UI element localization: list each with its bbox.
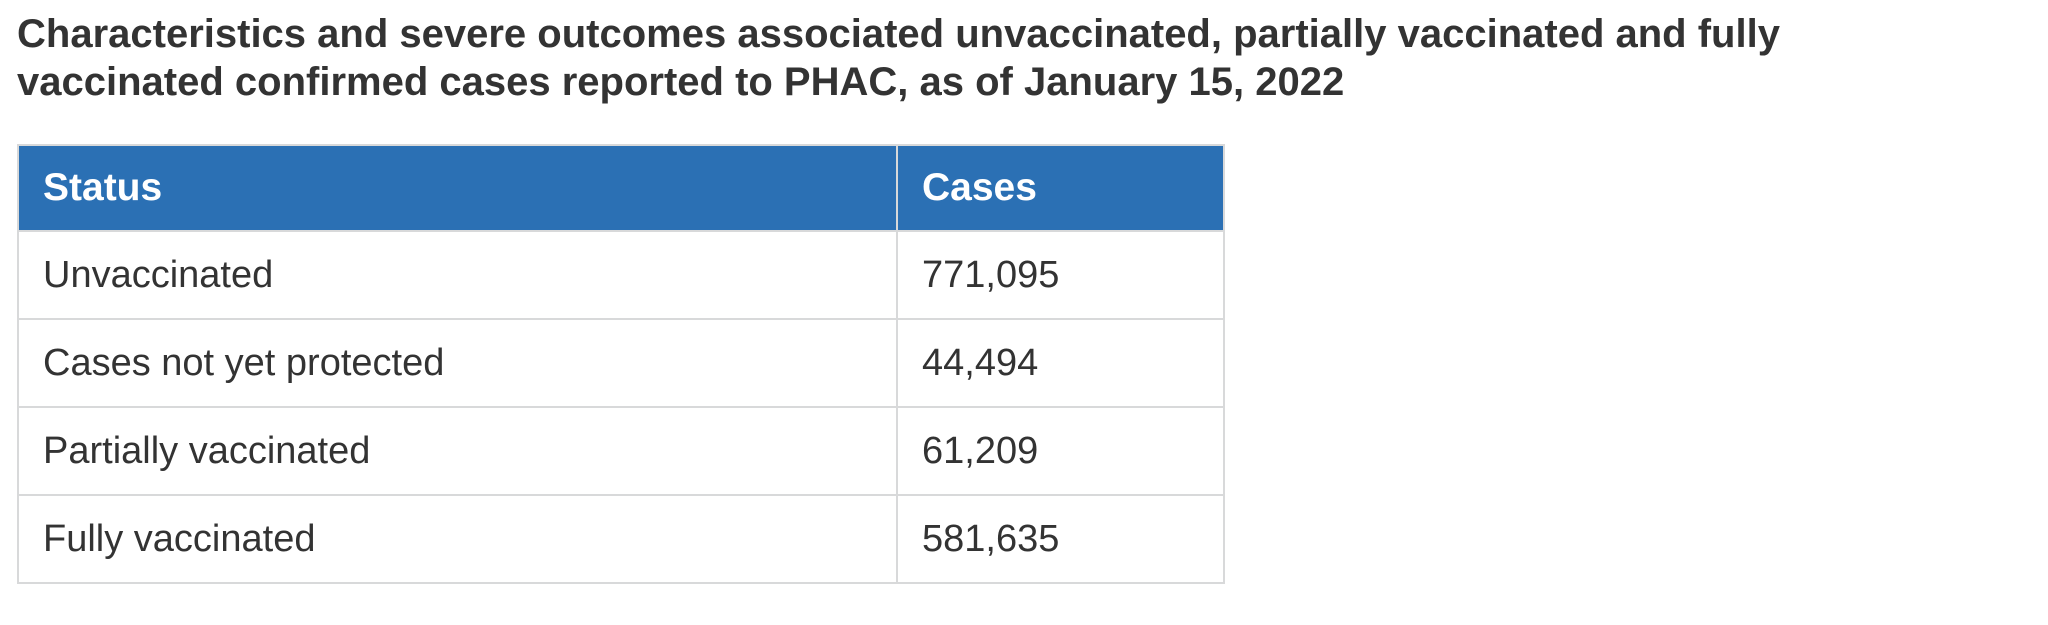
cell-status: Partially vaccinated	[17, 406, 898, 496]
table-row: Unvaccinated 771,095	[17, 230, 1225, 320]
page-title-line-1: Characteristics and severe outcomes asso…	[17, 12, 1780, 56]
page-title: Characteristics and severe outcomes asso…	[17, 10, 2030, 106]
table-row: Fully vaccinated 581,635	[17, 494, 1225, 584]
table-header-row: Status Cases	[17, 144, 1225, 232]
cell-status: Fully vaccinated	[17, 494, 898, 584]
cell-cases: 771,095	[896, 230, 1225, 320]
cell-cases: 61,209	[896, 406, 1225, 496]
page-title-line-2: vaccinated confirmed cases reported to P…	[17, 60, 1345, 104]
page-content: Characteristics and severe outcomes asso…	[17, 10, 2030, 584]
table-row: Partially vaccinated 61,209	[17, 406, 1225, 496]
cell-cases: 581,635	[896, 494, 1225, 584]
column-header-status: Status	[17, 144, 898, 232]
cell-status: Cases not yet protected	[17, 318, 898, 408]
cases-by-status-table: Status Cases Unvaccinated 771,095 Cases …	[17, 144, 1225, 584]
cell-status: Unvaccinated	[17, 230, 898, 320]
table-row: Cases not yet protected 44,494	[17, 318, 1225, 408]
cell-cases: 44,494	[896, 318, 1225, 408]
column-header-cases: Cases	[896, 144, 1225, 232]
